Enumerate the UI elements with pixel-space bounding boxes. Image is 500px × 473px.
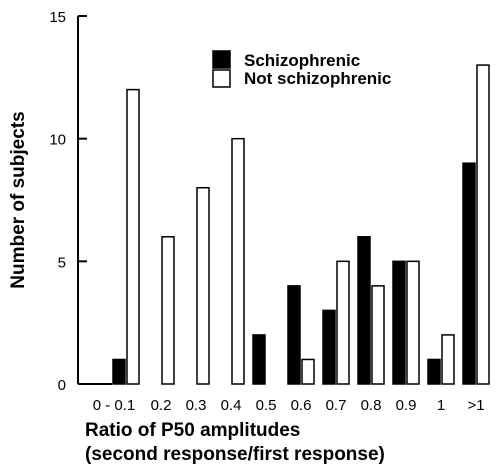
bars-group (112, 64, 490, 385)
x-tick-label-10: >1 (467, 397, 484, 414)
x-tick-label-0: 0 - 0.1 (93, 397, 136, 414)
bar-schizophrenic-6 (322, 309, 336, 385)
y-tick-label-0: 0 (58, 377, 66, 394)
x-tick-label-2: 0.3 (186, 397, 207, 414)
bar-schizophrenic-4 (252, 334, 266, 385)
x-tick-label-1: 0.2 (151, 397, 172, 414)
legend: Schizophrenic Not schizophrenic (212, 50, 391, 88)
y-tick-label-5: 5 (58, 254, 66, 271)
x-axis-label-line2: (second response/first response) (85, 444, 385, 465)
bar-schizophrenic-9 (427, 358, 441, 385)
x-tick-label-4: 0.5 (256, 397, 277, 414)
bar-schizophrenic-0 (112, 358, 126, 385)
bar-not-schizophrenic-9 (441, 334, 455, 385)
bar-not-schizophrenic-0 (126, 88, 140, 385)
y-axis-label: Number of subjects (8, 111, 29, 288)
x-tick-label-8: 0.9 (396, 397, 417, 414)
y-ticks-group: 0 5 10 15 (49, 9, 87, 394)
x-tick-label-9: 1 (437, 397, 445, 414)
bar-schizophrenic-10 (462, 162, 476, 385)
legend-label-not-schizophrenic: Not schizophrenic (244, 69, 391, 88)
y-tick-label-10: 10 (49, 132, 66, 149)
bar-not-schizophrenic-7 (371, 285, 385, 385)
bar-not-schizophrenic-10 (476, 64, 490, 385)
bar-schizophrenic-7 (357, 236, 371, 385)
bar-schizophrenic-8 (392, 260, 406, 385)
bar-not-schizophrenic-1 (161, 236, 175, 385)
legend-swatch-schizophrenic (212, 50, 231, 69)
bar-not-schizophrenic-3 (231, 137, 245, 385)
bar-not-schizophrenic-6 (336, 260, 350, 385)
y-tick-label-15: 15 (49, 9, 66, 26)
x-tick-label-5: 0.6 (291, 397, 312, 414)
x-tick-label-6: 0.7 (326, 397, 347, 414)
bar-not-schizophrenic-5 (301, 358, 315, 385)
x-tick-label-3: 0.4 (221, 397, 242, 414)
legend-label-schizophrenic: Schizophrenic (244, 51, 360, 70)
bar-not-schizophrenic-8 (406, 260, 420, 385)
x-tick-label-7: 0.8 (361, 397, 382, 414)
bar-schizophrenic-5 (287, 285, 301, 385)
bar-not-schizophrenic-2 (196, 186, 210, 385)
x-axis-label-line1: Ratio of P50 amplitudes (85, 420, 300, 441)
legend-swatch-not-schizophrenic (212, 69, 231, 88)
axes-group (77, 16, 112, 385)
x-ticks-group: 0 - 0.1 0.2 0.3 0.4 0.5 0.6 0.7 0.8 0.9 1 >1 (93, 397, 485, 414)
